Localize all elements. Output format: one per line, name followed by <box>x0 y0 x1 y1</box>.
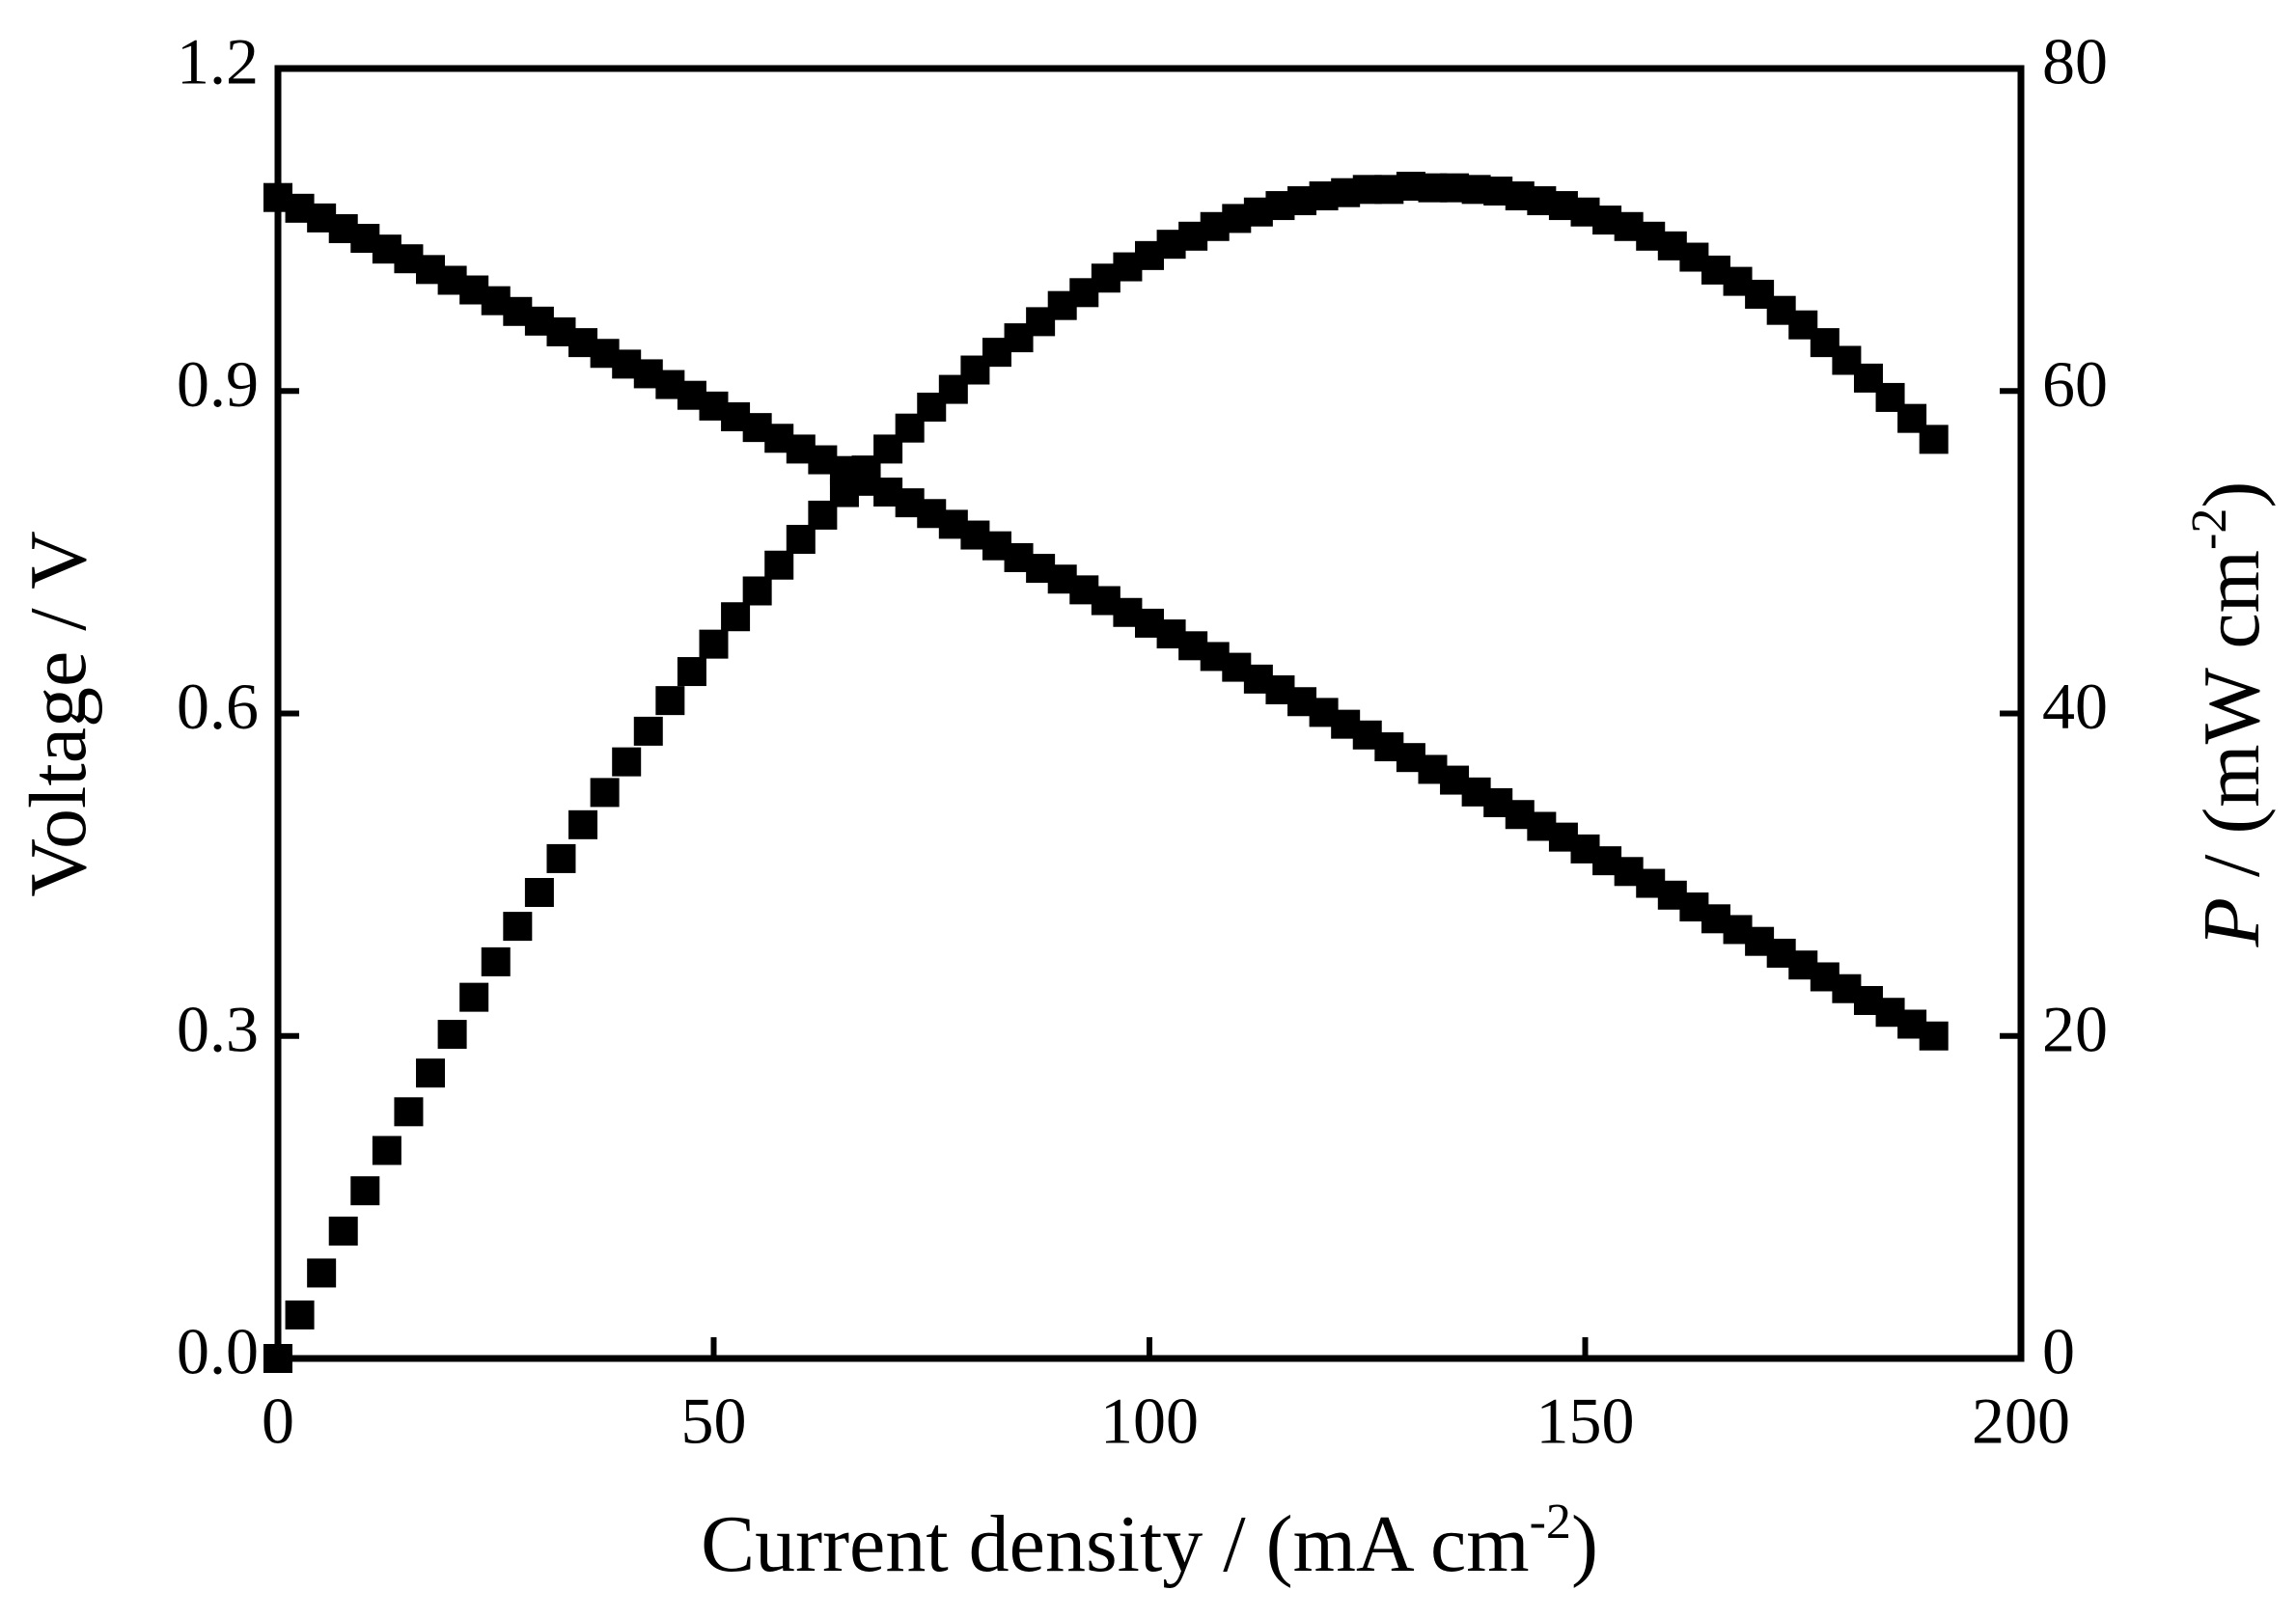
x-tick-label: 50 <box>681 1385 747 1458</box>
y-tick-label: 0.3 <box>177 992 259 1065</box>
y2-axis-label-end: ) <box>2187 481 2277 508</box>
data-point <box>372 1136 401 1166</box>
data-point <box>764 550 794 580</box>
data-point <box>481 946 511 976</box>
y2-tick-label: 40 <box>2042 670 2108 743</box>
y-tick-label: 1.2 <box>177 25 259 98</box>
x-tick-label: 0 <box>262 1385 294 1458</box>
plot-area <box>263 172 1949 1373</box>
data-point <box>503 912 533 942</box>
data-point <box>546 843 576 873</box>
x-tick-label: 150 <box>1536 1385 1635 1458</box>
data-point <box>590 778 620 808</box>
data-point <box>524 878 554 908</box>
y2-tick-label: 80 <box>2042 25 2108 98</box>
data-point <box>459 982 489 1012</box>
x-axis-label-sup: -2 <box>1530 1495 1571 1549</box>
data-point <box>612 747 642 777</box>
data-point <box>285 1300 315 1330</box>
data-point <box>394 1097 424 1127</box>
data-point <box>307 1258 337 1288</box>
x-axis-label-text: Current density / (mA cm <box>701 1499 1530 1589</box>
data-point <box>655 686 685 716</box>
data-point <box>437 1020 467 1050</box>
y2-tick-label: 20 <box>2042 992 2108 1065</box>
y-axis-label: Voltage / V <box>14 531 103 897</box>
x-axis-label: Current density / (mA cm-2) <box>701 1495 1598 1589</box>
data-point <box>350 1176 380 1206</box>
data-point <box>699 629 729 659</box>
x-tick-label: 200 <box>1972 1385 2070 1458</box>
data-point <box>633 716 663 746</box>
data-point <box>677 657 706 687</box>
data-point <box>721 602 751 632</box>
x-axis-label-end: ) <box>1571 1499 1598 1589</box>
data-point <box>1919 1021 1949 1051</box>
y2-axis-label-sup: -2 <box>2182 508 2237 550</box>
y2-axis-label: P / (mW cm-2) <box>2182 481 2277 948</box>
y2-axis-label-symbol: P <box>2187 897 2277 947</box>
data-point <box>786 525 816 555</box>
x-tick-label: 100 <box>1100 1385 1199 1458</box>
y-tick-label: 0.0 <box>177 1315 259 1388</box>
y2-tick-label: 60 <box>2042 347 2108 421</box>
y-tick-label: 0.6 <box>177 670 259 743</box>
data-point <box>1919 425 1949 454</box>
data-point <box>568 809 598 839</box>
data-point <box>328 1216 358 1246</box>
y-tick-label: 0.9 <box>177 347 259 421</box>
y2-tick-label: 0 <box>2042 1315 2075 1388</box>
y2-axis-label-text: / (mW cm <box>2187 550 2277 897</box>
data-point <box>742 576 772 606</box>
data-point <box>416 1058 446 1088</box>
